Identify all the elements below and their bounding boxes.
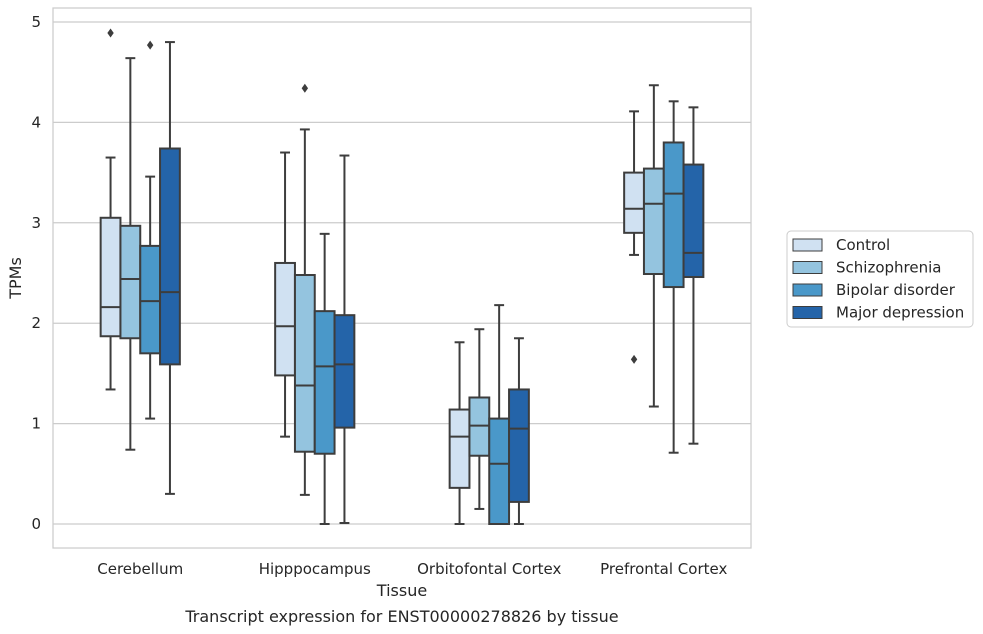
plot-area-frame [52, 7, 752, 549]
box-iqr [682, 163, 705, 279]
x-tick-label: Orbitofontal Cortex [417, 560, 561, 578]
box-major-depression [508, 337, 530, 525]
outlier-point [107, 28, 114, 38]
legend-label: Major depression [836, 304, 964, 322]
legend-label: Schizophrenia [836, 259, 941, 277]
y-tick-label: 1 [31, 415, 41, 433]
box-bipolar-disorder [313, 232, 336, 525]
x-tick-label: Cerebellum [97, 560, 183, 578]
legend-item[interactable]: Schizophrenia [792, 259, 941, 277]
box-iqr [159, 147, 181, 366]
outlier-point [301, 83, 309, 93]
box-major-depression [333, 154, 356, 524]
legend-swatch [792, 238, 823, 252]
legend-label: Bipolar disorder [836, 281, 956, 299]
legend-item[interactable]: Control [792, 236, 890, 254]
box-iqr [662, 141, 685, 289]
y-tick-label: 5 [31, 13, 41, 31]
box-iqr [333, 314, 356, 429]
box-iqr [448, 408, 471, 489]
y-tick-label: 4 [31, 113, 41, 131]
box-control [623, 110, 645, 364]
legend-swatch [792, 306, 823, 319]
legend-swatch [792, 261, 823, 274]
box-bipolar-disorder [139, 40, 162, 420]
box-iqr [488, 417, 511, 525]
box-bipolar-disorder [662, 100, 685, 454]
box-iqr [274, 261, 296, 377]
legend[interactable]: Control Schizophrenia Bipolar disorder Majo… [786, 230, 974, 328]
box-schizophrenia [642, 84, 665, 408]
box-iqr [508, 388, 530, 503]
box-iqr [139, 244, 162, 355]
box-iqr [293, 274, 316, 453]
y-axis-ticks: 0 1 2 3 4 5 [31, 13, 41, 533]
legend-frame [786, 230, 974, 328]
box-control [99, 28, 122, 391]
legend-swatch [792, 283, 823, 297]
box-control [274, 151, 296, 438]
box-iqr [642, 167, 665, 276]
box-bipolar-disorder [488, 304, 511, 525]
box-iqr [468, 396, 491, 457]
box-schizophrenia [119, 57, 142, 451]
x-tick-label: Prefrontal Cortex [600, 560, 727, 578]
x-axis-label: Tissue [376, 581, 427, 600]
chart-caption: Transcript expression for ENST0000027882… [184, 607, 618, 626]
legend-item[interactable]: Bipolar disorder [792, 281, 956, 299]
x-axis-ticks: Cerebellum Hipppocampus Orbitofontal Corte… [97, 560, 727, 578]
outlier-point [146, 40, 154, 50]
box-iqr [99, 216, 122, 338]
x-tick-label: Hipppocampus [259, 560, 371, 578]
box-schizophrenia [468, 328, 491, 510]
legend-item[interactable]: Major depression [792, 304, 964, 322]
y-tick-label: 2 [31, 314, 41, 332]
box-schizophrenia [293, 83, 316, 496]
y-tick-label: 3 [31, 214, 41, 232]
box-iqr [623, 171, 645, 234]
box-major-depression [159, 41, 181, 495]
box-iqr [119, 224, 142, 340]
legend-label: Control [836, 236, 890, 254]
box-iqr [313, 310, 336, 455]
box-major-depression [682, 106, 705, 445]
box-control [448, 341, 471, 525]
y-axis-label: TPMs [6, 257, 25, 300]
outlier-point [630, 354, 638, 364]
box-series [99, 28, 705, 525]
y-tick-label: 0 [31, 515, 41, 533]
